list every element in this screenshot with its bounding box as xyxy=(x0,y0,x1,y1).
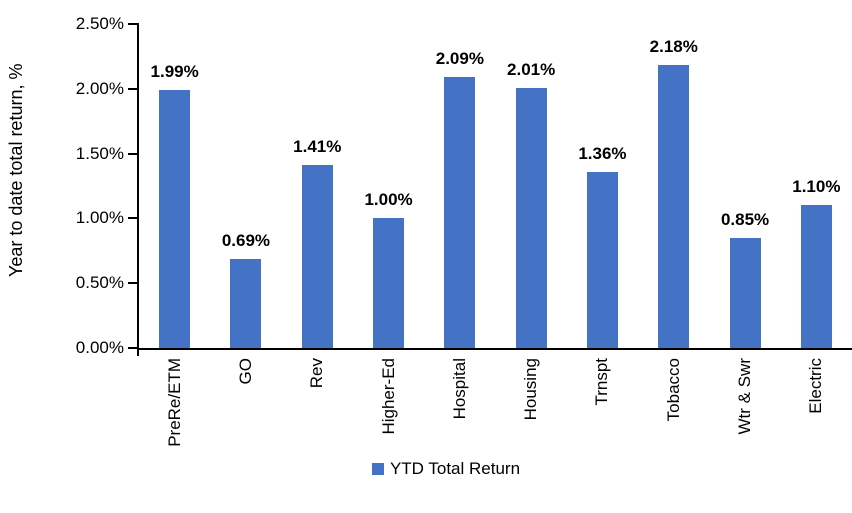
bar xyxy=(800,205,832,348)
bar xyxy=(444,77,476,348)
bar xyxy=(373,218,405,348)
x-category-label: Trnspt xyxy=(592,358,612,406)
bar-value-label: 2.01% xyxy=(507,59,556,79)
bar-value-label: 2.18% xyxy=(649,37,698,57)
y-tick-mark xyxy=(128,217,137,220)
y-tick-label: 2.00% xyxy=(75,78,124,98)
x-category-label: Rev xyxy=(307,358,327,389)
bar-value-label: 0.85% xyxy=(720,209,770,229)
y-tick-mark xyxy=(128,282,137,285)
y-tick-mark xyxy=(128,152,137,155)
y-tick-label: 1.50% xyxy=(75,143,124,163)
legend-swatch-icon xyxy=(371,463,384,475)
bar xyxy=(729,237,761,348)
bar-value-label: 1.41% xyxy=(293,137,342,157)
x-category-label: PreRe/ETM xyxy=(164,358,184,447)
legend: YTD Total Return xyxy=(20,459,852,479)
bar xyxy=(159,90,191,348)
y-tick-mark xyxy=(128,23,137,25)
y-tick-mark xyxy=(128,347,137,349)
x-category-label: Higher-Ed xyxy=(378,358,398,435)
y-axis-line xyxy=(137,23,139,350)
x-category-label: Electric xyxy=(806,358,826,414)
x-category-label: Wtr & Swr xyxy=(735,358,755,435)
y-tick-label: 1.00% xyxy=(75,208,124,228)
bar xyxy=(515,87,547,348)
bar xyxy=(586,171,618,348)
legend-label: YTD Total Return xyxy=(389,459,521,478)
x-axis-line xyxy=(137,348,852,350)
bar xyxy=(658,65,690,348)
bar-value-label: 1.10% xyxy=(792,177,841,197)
bar-value-label: 1.99% xyxy=(150,62,199,82)
bar-value-label: 1.00% xyxy=(364,190,413,210)
bar-value-label: 1.36% xyxy=(578,143,627,163)
y-tick-label: 0.50% xyxy=(75,273,124,293)
bar xyxy=(230,258,262,348)
y-tick-label: 2.50% xyxy=(75,14,124,33)
x-category-label: Tobacco xyxy=(663,358,683,422)
x-category-label: Housing xyxy=(521,358,541,421)
y-tick-mark xyxy=(128,87,137,90)
bar-value-label: 0.69% xyxy=(221,230,271,250)
x-category-label: GO xyxy=(235,358,255,385)
y-tick-label: 0.00% xyxy=(75,338,124,357)
bar xyxy=(301,165,333,348)
x-category-label: Hospital xyxy=(449,358,469,420)
bar-value-label: 2.09% xyxy=(435,49,484,69)
x-axis-end-tick xyxy=(137,350,139,356)
